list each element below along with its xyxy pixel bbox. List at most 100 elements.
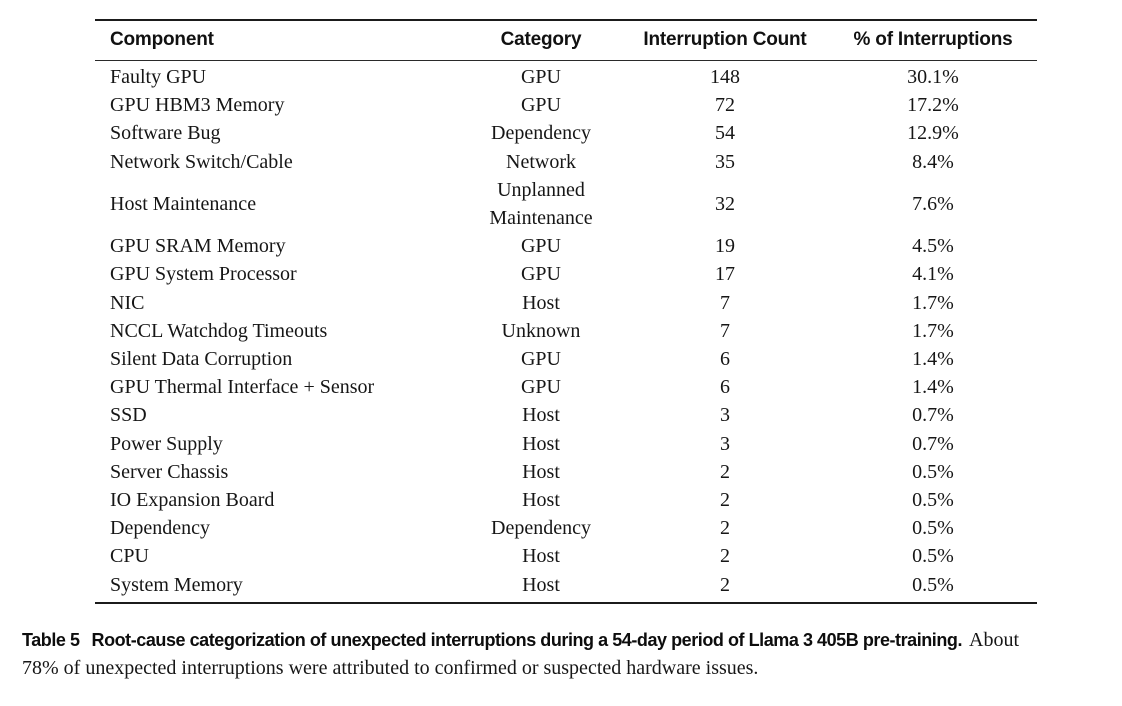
pct-cell: 7.6% (912, 192, 954, 215)
category-cell: Unknown (501, 319, 581, 342)
category-cell: Dependency (491, 517, 591, 540)
component-cell: CPU (110, 545, 149, 568)
component-cell: Host Maintenance (110, 192, 257, 215)
count-cell: 2 (720, 573, 730, 596)
component-cell: IO Expansion Board (110, 489, 275, 512)
component-cell: GPU System Processor (110, 263, 297, 286)
category-cell: GPU (520, 263, 561, 286)
caption-line-2: 78% of unexpected interruptions were att… (22, 657, 759, 679)
caption-title: Root-cause categorization of unexpected … (91, 630, 963, 650)
component-cell: Network Switch/Cable (110, 150, 293, 173)
pct-cell: 1.4% (912, 348, 954, 371)
header-component: Component (95, 20, 461, 61)
table-row: NCCL Watchdog Timeouts Unknown 7 1.7% (95, 317, 1037, 345)
count-cell: 2 (720, 545, 730, 568)
component-cell: Power Supply (110, 432, 223, 455)
pct-cell: 0.5% (912, 517, 954, 540)
table-row: IO Expansion Board Host 2 0.5% (95, 486, 1037, 514)
count-cell: 19 (715, 235, 735, 258)
category-cell: GPU (520, 376, 561, 399)
pct-cell: 1.7% (912, 291, 954, 314)
pct-cell: 1.7% (912, 319, 954, 342)
header-interruption-count: Interruption Count (621, 20, 829, 61)
table-row: NIC Host 7 1.7% (95, 289, 1037, 317)
count-cell: 32 (715, 192, 735, 215)
pct-cell: 0.5% (912, 460, 954, 483)
count-cell: 7 (720, 291, 730, 314)
table-row: Software Bug Dependency 54 12.9% (95, 119, 1037, 147)
interruptions-table: Component Category Interruption Count % … (95, 19, 1037, 604)
component-cell: Server Chassis (110, 460, 229, 483)
table-row: GPU Thermal Interface + Sensor GPU 6 1.4… (95, 373, 1037, 401)
pct-cell: 17.2% (907, 94, 959, 117)
category-cell: GPU (520, 235, 561, 258)
category-cell: Network (506, 150, 576, 173)
pct-cell: 0.5% (912, 545, 954, 568)
table-row: Faulty GPU GPU 148 30.1% (95, 61, 1037, 92)
table-row: GPU SRAM Memory GPU 19 4.5% (95, 232, 1037, 260)
component-cell: NIC (110, 291, 145, 314)
pct-cell: 4.1% (912, 263, 954, 286)
pct-cell: 0.7% (912, 432, 954, 455)
category-cell: Host (522, 404, 560, 427)
component-cell: SSD (110, 404, 147, 427)
pct-cell: 0.5% (912, 573, 954, 596)
table-body: Faulty GPU GPU 148 30.1% GPU HBM3 Memory… (95, 61, 1037, 603)
caption-line-1: Table 5 Root-cause categorization of unex… (22, 626, 1118, 654)
table-row: Host Maintenance Unplanned Maintenance 3… (95, 176, 1037, 232)
category-cell: Host (522, 460, 560, 483)
category-cell: Host (522, 573, 560, 596)
component-cell: Software Bug (110, 122, 221, 145)
category-cell: Host (522, 545, 560, 568)
category-cell: GPU (520, 66, 561, 88)
category-cell: Host (522, 432, 560, 455)
header-pct-interruptions: % of Interruptions (829, 20, 1037, 61)
table-row: System Memory Host 2 0.5% (95, 571, 1037, 603)
component-cell: NCCL Watchdog Timeouts (110, 319, 328, 342)
table-row: Network Switch/Cable Network 35 8.4% (95, 148, 1037, 176)
table-row: GPU HBM3 Memory GPU 72 17.2% (95, 91, 1037, 119)
table-row: SSD Host 3 0.7% (95, 401, 1037, 429)
component-cell: Faulty GPU (110, 66, 207, 88)
header-category: Category (461, 20, 621, 61)
caption-note-start: About (969, 629, 1019, 651)
component-cell: System Memory (110, 573, 243, 596)
category-cell: GPU (520, 94, 561, 117)
pct-cell: 8.4% (912, 150, 954, 173)
pct-cell: 12.9% (907, 122, 959, 145)
table-row: Silent Data Corruption GPU 6 1.4% (95, 345, 1037, 373)
count-cell: 35 (715, 150, 735, 173)
count-cell: 72 (715, 94, 735, 117)
component-cell: Dependency (110, 517, 210, 540)
count-cell: 17 (715, 263, 735, 286)
count-cell: 7 (720, 319, 730, 342)
pct-cell: 1.4% (912, 376, 954, 399)
count-cell: 3 (720, 432, 730, 455)
table-header-row: Component Category Interruption Count % … (95, 20, 1037, 61)
category-cell: Host (522, 291, 560, 314)
caption-label: Table 5 (22, 630, 80, 650)
count-cell: 2 (720, 517, 730, 540)
table-row: Server Chassis Host 2 0.5% (95, 458, 1037, 486)
count-cell: 6 (720, 348, 730, 371)
count-cell: 148 (710, 66, 740, 88)
table-row: Dependency Dependency 2 0.5% (95, 514, 1037, 542)
component-cell: GPU SRAM Memory (110, 235, 286, 258)
component-cell: Silent Data Corruption (110, 348, 293, 371)
category-cell: Unplanned Maintenance (489, 178, 593, 230)
count-cell: 3 (720, 404, 730, 427)
count-cell: 54 (715, 122, 735, 145)
pct-cell: 0.7% (912, 404, 954, 427)
component-cell: GPU HBM3 Memory (110, 94, 285, 117)
category-cell: GPU (520, 348, 561, 371)
component-cell: GPU Thermal Interface + Sensor (110, 376, 375, 399)
category-cell: Host (522, 489, 560, 512)
table-caption: Table 5 Root-cause categorization of unex… (22, 626, 1118, 682)
pct-cell: 30.1% (907, 66, 959, 88)
table-row: CPU Host 2 0.5% (95, 542, 1037, 570)
table-row: GPU System Processor GPU 17 4.1% (95, 260, 1037, 288)
count-cell: 6 (720, 376, 730, 399)
pct-cell: 4.5% (912, 235, 954, 258)
category-cell: Dependency (491, 122, 591, 145)
